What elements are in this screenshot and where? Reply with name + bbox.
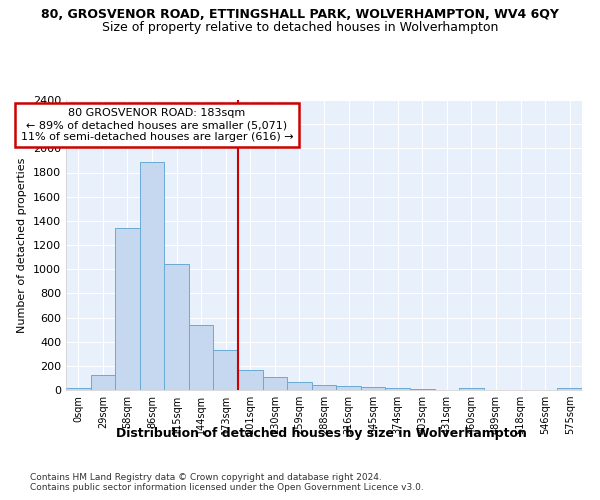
Bar (189, 325, 214, 390)
Text: Contains public sector information licensed under the Open Government Licence v3: Contains public sector information licen… (30, 484, 424, 492)
Bar (238, 370, 263, 390)
Bar (91, 375, 115, 390)
Bar (361, 387, 385, 390)
Y-axis label: Number of detached properties: Number of detached properties (17, 158, 28, 332)
Bar (214, 350, 238, 390)
Bar (336, 386, 361, 390)
Text: Contains HM Land Registry data © Crown copyright and database right 2024.: Contains HM Land Registry data © Crown c… (30, 472, 382, 482)
Bar (115, 228, 140, 390)
Bar (459, 388, 484, 390)
Text: Size of property relative to detached houses in Wolverhampton: Size of property relative to detached ho… (102, 21, 498, 34)
Bar (164, 264, 189, 390)
Bar (385, 388, 410, 390)
Text: 80, GROSVENOR ROAD, ETTINGSHALL PARK, WOLVERHAMPTON, WV4 6QY: 80, GROSVENOR ROAD, ETTINGSHALL PARK, WO… (41, 8, 559, 20)
Bar (140, 162, 164, 390)
Text: 80 GROSVENOR ROAD: 183sqm
← 89% of detached houses are smaller (5,071)
11% of se: 80 GROSVENOR ROAD: 183sqm ← 89% of detac… (20, 108, 293, 142)
Bar (312, 385, 336, 390)
Bar (66, 388, 91, 390)
Text: Distribution of detached houses by size in Wolverhampton: Distribution of detached houses by size … (116, 428, 526, 440)
Bar (410, 388, 434, 390)
Bar (263, 376, 287, 390)
Bar (287, 382, 312, 390)
Bar (557, 388, 582, 390)
